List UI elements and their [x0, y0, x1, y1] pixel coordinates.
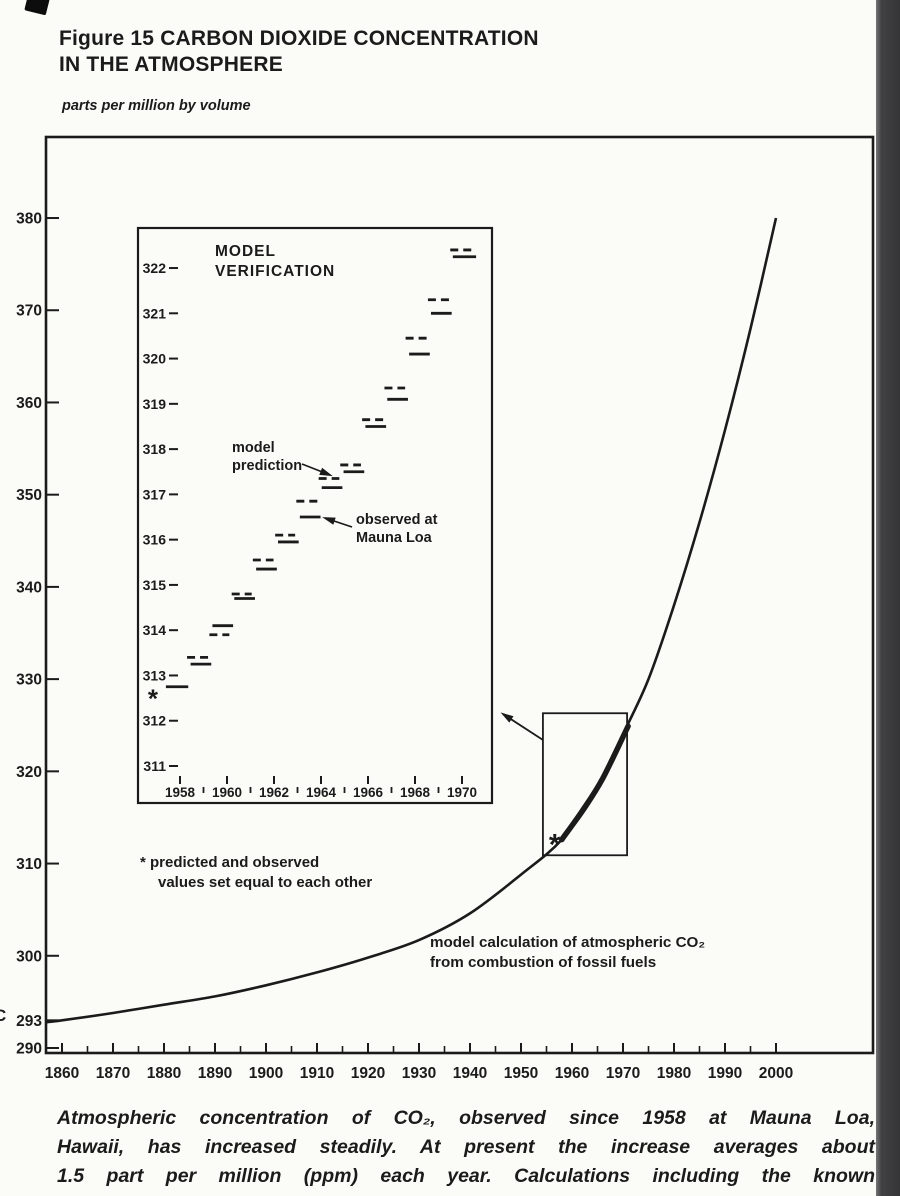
inset-footnote: * predicted and observed — [140, 854, 319, 871]
inset-y-tick-label: 311 — [143, 758, 166, 774]
scan-gutter-band — [876, 0, 900, 1196]
main-x-tick-label: 1940 — [453, 1065, 487, 1082]
main-star-marker: * — [549, 829, 561, 862]
main-x-tick-label: 1990 — [708, 1065, 742, 1082]
model-prediction-arrow-head — [319, 467, 333, 477]
main-y-tick-label: 290 — [16, 1041, 42, 1058]
main-x-tick-label: 2000 — [759, 1065, 793, 1082]
figure-title-line2: IN THE ATMOSPHERE — [59, 53, 283, 76]
zoom-rectangle — [542, 712, 628, 857]
main-y-tick-label: 380 — [16, 211, 42, 228]
main-axis-box — [44, 135, 875, 1055]
figure-title-line1: Figure 15 CARBON DIOXIDE CONCENTRATION — [59, 27, 539, 50]
inset-x-tick-label: 1958 — [165, 785, 196, 800]
scan-edge-mark: C — [0, 1006, 7, 1025]
inset-y-tick-label: 319 — [143, 396, 167, 412]
main-x-tick-label: 1950 — [504, 1065, 538, 1082]
zoom-arrow-head — [500, 712, 514, 723]
inset-x-tick-label: 1966 — [353, 785, 384, 800]
inset-y-tick-label: 321 — [143, 305, 167, 321]
model-curve — [46, 217, 778, 1024]
main-y-tick-label: 300 — [16, 948, 42, 965]
main-x-tick-label: 1910 — [300, 1065, 334, 1082]
main-y-tick-label: 360 — [16, 395, 42, 412]
inset-y-tick-label: 318 — [143, 441, 167, 457]
figure-title: Figure 15 CARBON DIOXIDE CONCENTRATION I… — [59, 26, 539, 78]
model-curve-annotation: from combustion of fossil fuels — [430, 954, 656, 971]
main-x-tick-label: 1900 — [249, 1065, 283, 1082]
inset-x-tick-label: 1970 — [447, 785, 477, 800]
main-x-tick-label: 1890 — [198, 1065, 232, 1082]
observed-arrow-head — [322, 517, 336, 525]
main-x-tick-label: 1860 — [45, 1065, 79, 1082]
inset-y-tick-label: 312 — [143, 713, 167, 729]
observed-thick-segment — [559, 723, 631, 843]
inset-x-tick-label: 1968 — [400, 785, 431, 800]
model-curve-annotation: model calculation of atmospheric CO₂ — [430, 934, 705, 951]
inset-x-tick-label: 1960 — [212, 785, 242, 800]
main-x-tick-label: 1980 — [657, 1065, 691, 1082]
main-x-tick-label: 1960 — [555, 1065, 589, 1082]
main-x-tick-label: 1920 — [351, 1065, 385, 1082]
inset-y-tick-label: 316 — [143, 532, 167, 548]
inset-y-tick-label: 315 — [143, 577, 167, 593]
inset-x-tick-label: 1962 — [259, 785, 289, 800]
inset-y-tick-label: 320 — [143, 351, 167, 367]
caption-line-2: Hawaii, has increased steadily. At prese… — [57, 1136, 875, 1158]
main-x-tick-label: 1870 — [96, 1065, 130, 1082]
model-prediction-label: model — [232, 440, 275, 456]
caption-line-3: 1.5 part per million (ppm) each year. Ca… — [57, 1165, 875, 1187]
inset-y-tick-label: 317 — [143, 486, 167, 502]
main-y-tick-label: 320 — [16, 764, 42, 781]
main-y-tick-label: 340 — [16, 579, 42, 596]
y-axis-units-label: parts per million by volume — [62, 98, 251, 114]
inset-title: VERIFICATION — [215, 263, 335, 280]
model-prediction-label: prediction — [232, 458, 302, 474]
figure-caption: Atmospheric concentration of CO₂, observ… — [57, 1104, 875, 1191]
inset-box — [136, 226, 494, 805]
main-y-tick-label: 293 — [16, 1013, 42, 1030]
main-x-tick-label: 1970 — [606, 1065, 640, 1082]
inset-x-tick-label: 1964 — [306, 785, 337, 800]
inset-footnote: values set equal to each other — [158, 874, 372, 891]
main-y-tick-label: 370 — [16, 303, 42, 320]
inset-title: MODEL — [215, 243, 276, 260]
inset-y-tick-label: 322 — [143, 260, 167, 276]
inset-y-tick-label: 313 — [143, 667, 167, 683]
inset-star-marker: * — [148, 684, 159, 714]
main-y-tick-label: 350 — [16, 487, 42, 504]
caption-line-1: Atmospheric concentration of CO₂, observ… — [57, 1107, 875, 1129]
main-x-tick-label: 1930 — [402, 1065, 436, 1082]
main-y-tick-label: 330 — [16, 672, 42, 689]
main-x-tick-label: 1880 — [147, 1065, 181, 1082]
main-y-tick-label: 310 — [16, 856, 42, 873]
observed-label: Mauna Loa — [356, 530, 433, 546]
inset-y-tick-label: 314 — [143, 622, 167, 638]
observed-label: observed at — [356, 512, 438, 528]
